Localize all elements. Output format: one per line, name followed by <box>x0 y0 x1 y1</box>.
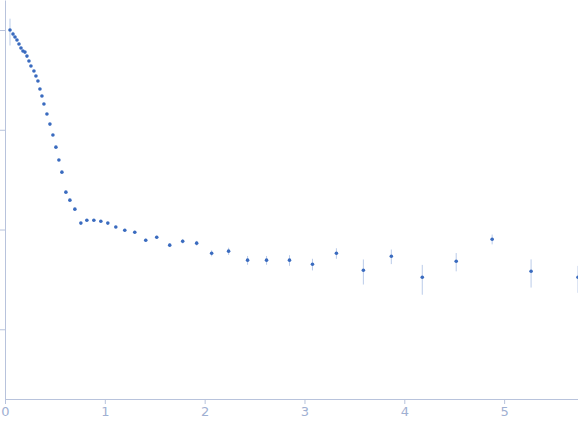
y-tick <box>0 329 5 330</box>
data-point <box>64 190 68 194</box>
data-point <box>106 221 110 225</box>
data-point <box>48 122 52 126</box>
data-point <box>210 251 214 255</box>
x-tick-label: 0 <box>1 404 9 419</box>
data-point <box>99 219 103 223</box>
data-point <box>490 237 494 241</box>
data-point <box>529 269 533 273</box>
data-point <box>114 225 118 229</box>
y-tick-mark <box>0 329 5 330</box>
data-point <box>73 207 77 211</box>
y-axis <box>0 1 6 400</box>
data-point <box>13 35 17 39</box>
x-axis-line <box>6 399 578 400</box>
y-tick <box>0 30 5 31</box>
x-tick: 3 <box>301 399 309 419</box>
data-point <box>11 32 15 36</box>
data-point <box>335 251 339 255</box>
data-point <box>390 254 394 258</box>
data-point <box>195 241 199 245</box>
y-tick-mark <box>0 230 5 231</box>
data-point <box>34 74 38 78</box>
data-point <box>27 59 31 63</box>
data-point <box>54 145 58 149</box>
x-tick: 1 <box>101 399 109 419</box>
data-point <box>133 230 137 234</box>
data-point <box>42 102 46 106</box>
data-point <box>68 198 72 202</box>
data-point <box>8 28 12 32</box>
data-point <box>181 239 185 243</box>
error-bar <box>422 265 423 295</box>
chart: 0 1 2 3 4 5 <box>0 0 578 437</box>
x-tick: 2 <box>201 399 209 419</box>
data-point <box>38 87 42 91</box>
x-tick: 4 <box>401 399 409 419</box>
x-tick-label: 4 <box>401 404 409 419</box>
data-point <box>454 259 458 263</box>
data-point <box>36 79 40 83</box>
x-tick-label: 5 <box>500 404 508 419</box>
x-tick-label: 2 <box>201 404 209 419</box>
data-point <box>576 275 578 279</box>
data-point <box>57 158 61 162</box>
data-point <box>51 133 55 137</box>
y-tick-mark <box>0 30 5 31</box>
plot: 0 1 2 3 4 5 <box>0 1 578 420</box>
data-point <box>29 64 33 68</box>
marks <box>8 19 578 295</box>
data-point <box>32 69 36 73</box>
x-tick-label: 3 <box>301 404 309 419</box>
data-point <box>92 218 96 222</box>
x-tick-label: 1 <box>101 404 109 419</box>
data-point <box>79 221 83 225</box>
data-point <box>246 258 250 262</box>
data-point <box>362 268 366 272</box>
data-point <box>420 275 424 279</box>
data-point <box>15 38 19 42</box>
data-point <box>25 54 29 58</box>
data-point <box>311 262 315 266</box>
data-point <box>288 258 292 262</box>
data-point <box>19 46 23 50</box>
error-bar <box>9 19 10 46</box>
y-tick <box>0 230 5 231</box>
data-point <box>168 243 172 247</box>
data-point <box>123 228 127 232</box>
data-point <box>155 235 159 239</box>
y-tick-mark <box>0 130 5 131</box>
data-point <box>17 42 21 46</box>
data-point <box>144 238 148 242</box>
data-point <box>23 50 27 54</box>
y-tick <box>0 130 5 131</box>
data-point <box>60 170 64 174</box>
data-point <box>227 249 231 253</box>
data-point <box>85 218 89 222</box>
error-bar <box>531 259 532 287</box>
x-axis: 0 1 2 3 4 5 <box>1 399 578 419</box>
y-axis-line <box>5 1 6 400</box>
x-tick: 5 <box>500 399 508 419</box>
data-point <box>45 112 49 116</box>
x-tick: 0 <box>1 399 9 419</box>
data-point <box>265 258 269 262</box>
data-point <box>40 94 44 98</box>
